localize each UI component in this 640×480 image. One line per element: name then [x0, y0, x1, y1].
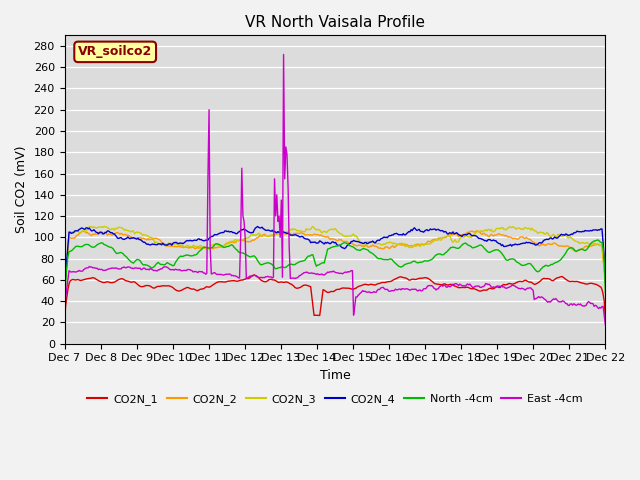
CO2N_2	[473, 228, 481, 234]
CO2N_3	[460, 235, 467, 240]
CO2N_3	[602, 279, 609, 285]
Line: CO2N_1: CO2N_1	[65, 275, 605, 321]
North -4cm	[594, 237, 602, 243]
CO2N_1	[61, 318, 68, 324]
North -4cm	[364, 247, 371, 252]
CO2N_1	[229, 278, 237, 284]
CO2N_4	[602, 269, 609, 275]
CO2N_4	[61, 285, 68, 290]
East -4cm	[229, 273, 237, 278]
CO2N_4	[553, 235, 561, 241]
East -4cm	[364, 289, 372, 295]
East -4cm	[390, 288, 398, 293]
North -4cm	[602, 290, 609, 296]
CO2N_1	[602, 315, 609, 321]
Text: VR_soilco2: VR_soilco2	[78, 46, 152, 59]
CO2N_3	[553, 234, 561, 240]
CO2N_1	[460, 285, 467, 290]
Line: East -4cm: East -4cm	[65, 54, 605, 325]
CO2N_1	[390, 276, 398, 282]
East -4cm	[290, 275, 298, 281]
CO2N_4	[229, 230, 237, 236]
CO2N_1	[250, 272, 258, 278]
North -4cm	[289, 262, 296, 268]
CO2N_3	[230, 238, 237, 243]
North -4cm	[389, 258, 397, 264]
CO2N_2	[61, 287, 68, 292]
CO2N_2	[289, 232, 296, 238]
CO2N_4	[290, 232, 298, 238]
CO2N_1	[364, 282, 372, 288]
East -4cm	[460, 283, 467, 288]
East -4cm	[280, 51, 287, 57]
CO2N_3	[364, 239, 372, 245]
North -4cm	[458, 242, 466, 248]
CO2N_3	[61, 286, 68, 292]
Line: CO2N_2: CO2N_2	[65, 231, 605, 289]
CO2N_2	[364, 243, 371, 249]
CO2N_2	[602, 281, 609, 287]
CO2N_2	[389, 243, 397, 249]
Line: CO2N_3: CO2N_3	[65, 227, 605, 289]
East -4cm	[602, 322, 609, 328]
CO2N_3	[390, 240, 398, 246]
Y-axis label: Soil CO2 (mV): Soil CO2 (mV)	[15, 146, 28, 233]
CO2N_4	[364, 240, 372, 246]
East -4cm	[553, 297, 561, 303]
North -4cm	[552, 260, 559, 265]
CO2N_2	[553, 242, 561, 248]
East -4cm	[61, 303, 68, 309]
CO2N_4	[254, 224, 262, 229]
CO2N_3	[290, 226, 298, 232]
CO2N_3	[100, 224, 108, 229]
CO2N_4	[390, 231, 398, 237]
CO2N_4	[460, 232, 467, 238]
North -4cm	[229, 242, 237, 248]
North -4cm	[61, 305, 68, 311]
Title: VR North Vaisala Profile: VR North Vaisala Profile	[245, 15, 425, 30]
Legend: CO2N_1, CO2N_2, CO2N_3, CO2N_4, North -4cm, East -4cm: CO2N_1, CO2N_2, CO2N_3, CO2N_4, North -4…	[83, 389, 587, 409]
X-axis label: Time: Time	[319, 369, 350, 382]
CO2N_2	[229, 240, 237, 245]
CO2N_1	[290, 283, 298, 289]
Line: North -4cm: North -4cm	[65, 240, 605, 308]
CO2N_2	[458, 232, 466, 238]
Line: CO2N_4: CO2N_4	[65, 227, 605, 288]
CO2N_1	[553, 275, 561, 281]
